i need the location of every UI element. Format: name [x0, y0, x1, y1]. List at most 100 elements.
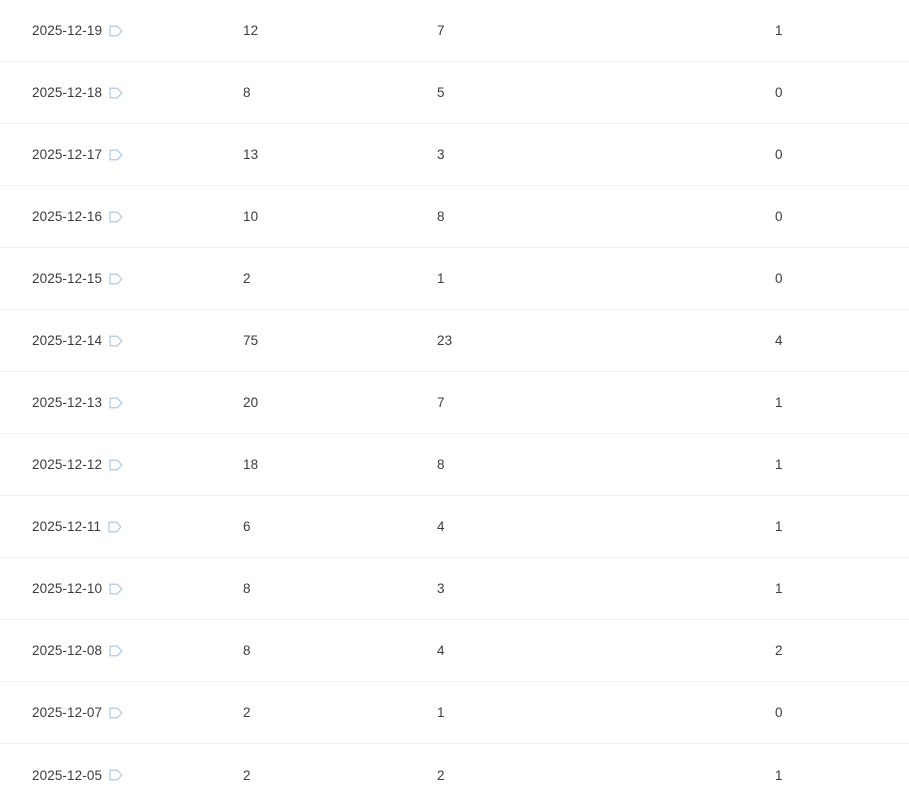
table-row[interactable]: 2025-12-17 13 3 0	[0, 124, 909, 186]
tag-icon[interactable]	[109, 335, 123, 347]
value-col4: 1	[775, 767, 783, 783]
value-col3: 5	[437, 85, 445, 100]
cell-date: 2025-12-19	[0, 0, 243, 61]
table-row[interactable]: 2025-12-15 2 1 0	[0, 248, 909, 310]
tag-icon[interactable]	[109, 397, 123, 409]
value-col4: 0	[775, 85, 783, 100]
value-col2: 2	[243, 271, 251, 286]
date-label: 2025-12-07	[32, 705, 103, 720]
cell-col2: 6	[243, 496, 437, 557]
date-label: 2025-12-12	[32, 457, 103, 472]
date-label: 2025-12-17	[32, 147, 103, 162]
table-row[interactable]: 2025-12-19 12 7 1	[0, 0, 909, 62]
cell-date: 2025-12-07	[0, 682, 243, 743]
cell-col2: 75	[243, 310, 437, 371]
value-col2: 2	[243, 767, 251, 783]
cell-col3: 5	[437, 62, 775, 123]
table-row[interactable]: 2025-12-12 18 8 1	[0, 434, 909, 496]
cell-col4: 4	[775, 310, 909, 371]
cell-col2: 2	[243, 682, 437, 743]
date-label: 2025-12-14	[32, 333, 103, 348]
date-label: 2025-12-19	[32, 23, 103, 38]
cell-col4: 0	[775, 186, 909, 247]
tag-icon[interactable]	[109, 25, 123, 37]
tag-icon[interactable]	[109, 645, 123, 657]
value-col3: 3	[437, 147, 445, 162]
tag-icon[interactable]	[109, 149, 123, 161]
table-row[interactable]: 2025-12-08 8 4 2	[0, 620, 909, 682]
value-col3: 8	[437, 209, 445, 224]
value-col2: 13	[243, 147, 259, 162]
table-row[interactable]: 2025-12-11 6 4 1	[0, 496, 909, 558]
value-col2: 8	[243, 85, 251, 100]
tag-icon[interactable]	[109, 87, 123, 99]
value-col3: 23	[437, 333, 453, 348]
tag-icon[interactable]	[108, 521, 122, 533]
value-col4: 0	[775, 705, 783, 720]
value-col4: 2	[775, 643, 783, 658]
cell-date: 2025-12-12	[0, 434, 243, 495]
value-col3: 1	[437, 271, 445, 286]
cell-col2: 10	[243, 186, 437, 247]
value-col4: 1	[775, 519, 783, 534]
value-col3: 3	[437, 581, 445, 596]
cell-col3: 23	[437, 310, 775, 371]
cell-col2: 18	[243, 434, 437, 495]
cell-col3: 4	[437, 620, 775, 681]
cell-col2: 8	[243, 620, 437, 681]
cell-col2: 8	[243, 558, 437, 619]
table-row[interactable]: 2025-12-10 8 3 1	[0, 558, 909, 620]
cell-date: 2025-12-13	[0, 372, 243, 433]
tag-icon[interactable]	[109, 211, 123, 223]
cell-col4: 1	[775, 496, 909, 557]
cell-col3: 1	[437, 682, 775, 743]
cell-col2: 12	[243, 0, 437, 61]
date-label: 2025-12-18	[32, 85, 103, 100]
cell-col4: 0	[775, 682, 909, 743]
cell-col4: 2	[775, 620, 909, 681]
cell-col3: 8	[437, 186, 775, 247]
value-col4: 4	[775, 333, 783, 348]
cell-col4: 0	[775, 62, 909, 123]
tag-icon[interactable]	[109, 769, 123, 781]
value-col3: 7	[437, 395, 445, 410]
cell-col3: 8	[437, 434, 775, 495]
value-col2: 12	[243, 23, 259, 38]
cell-col3: 7	[437, 372, 775, 433]
value-col2: 8	[243, 643, 251, 658]
cell-col2: 2	[243, 248, 437, 309]
cell-date: 2025-12-10	[0, 558, 243, 619]
value-col3: 1	[437, 705, 445, 720]
value-col2: 2	[243, 705, 251, 720]
value-col2: 75	[243, 333, 259, 348]
tag-icon[interactable]	[109, 273, 123, 285]
value-col3: 7	[437, 23, 445, 38]
cell-col3: 3	[437, 124, 775, 185]
tag-icon[interactable]	[109, 707, 123, 719]
date-label: 2025-12-16	[32, 209, 103, 224]
table-row[interactable]: 2025-12-13 20 7 1	[0, 372, 909, 434]
date-label: 2025-12-08	[32, 643, 103, 658]
date-label: 2025-12-13	[32, 395, 103, 410]
cell-col4: 1	[775, 744, 909, 800]
value-col4: 1	[775, 457, 783, 472]
value-col2: 18	[243, 457, 259, 472]
cell-col4: 1	[775, 0, 909, 61]
value-col2: 6	[243, 519, 251, 534]
table-row[interactable]: 2025-12-18 8 5 0	[0, 62, 909, 124]
value-col3: 2	[437, 767, 445, 783]
table-row[interactable]: 2025-12-14 75 23 4	[0, 310, 909, 372]
value-col4: 1	[775, 23, 783, 38]
table-row[interactable]: 2025-12-07 2 1 0	[0, 682, 909, 744]
table-row[interactable]: 2025-12-16 10 8 0	[0, 186, 909, 248]
cell-col3: 4	[437, 496, 775, 557]
table-row[interactable]: 2025-12-05 2 2 1	[0, 744, 909, 800]
tag-icon[interactable]	[109, 459, 123, 471]
tag-icon[interactable]	[109, 583, 123, 595]
cell-date: 2025-12-18	[0, 62, 243, 123]
cell-col2: 20	[243, 372, 437, 433]
cell-date: 2025-12-08	[0, 620, 243, 681]
value-col3: 4	[437, 643, 445, 658]
